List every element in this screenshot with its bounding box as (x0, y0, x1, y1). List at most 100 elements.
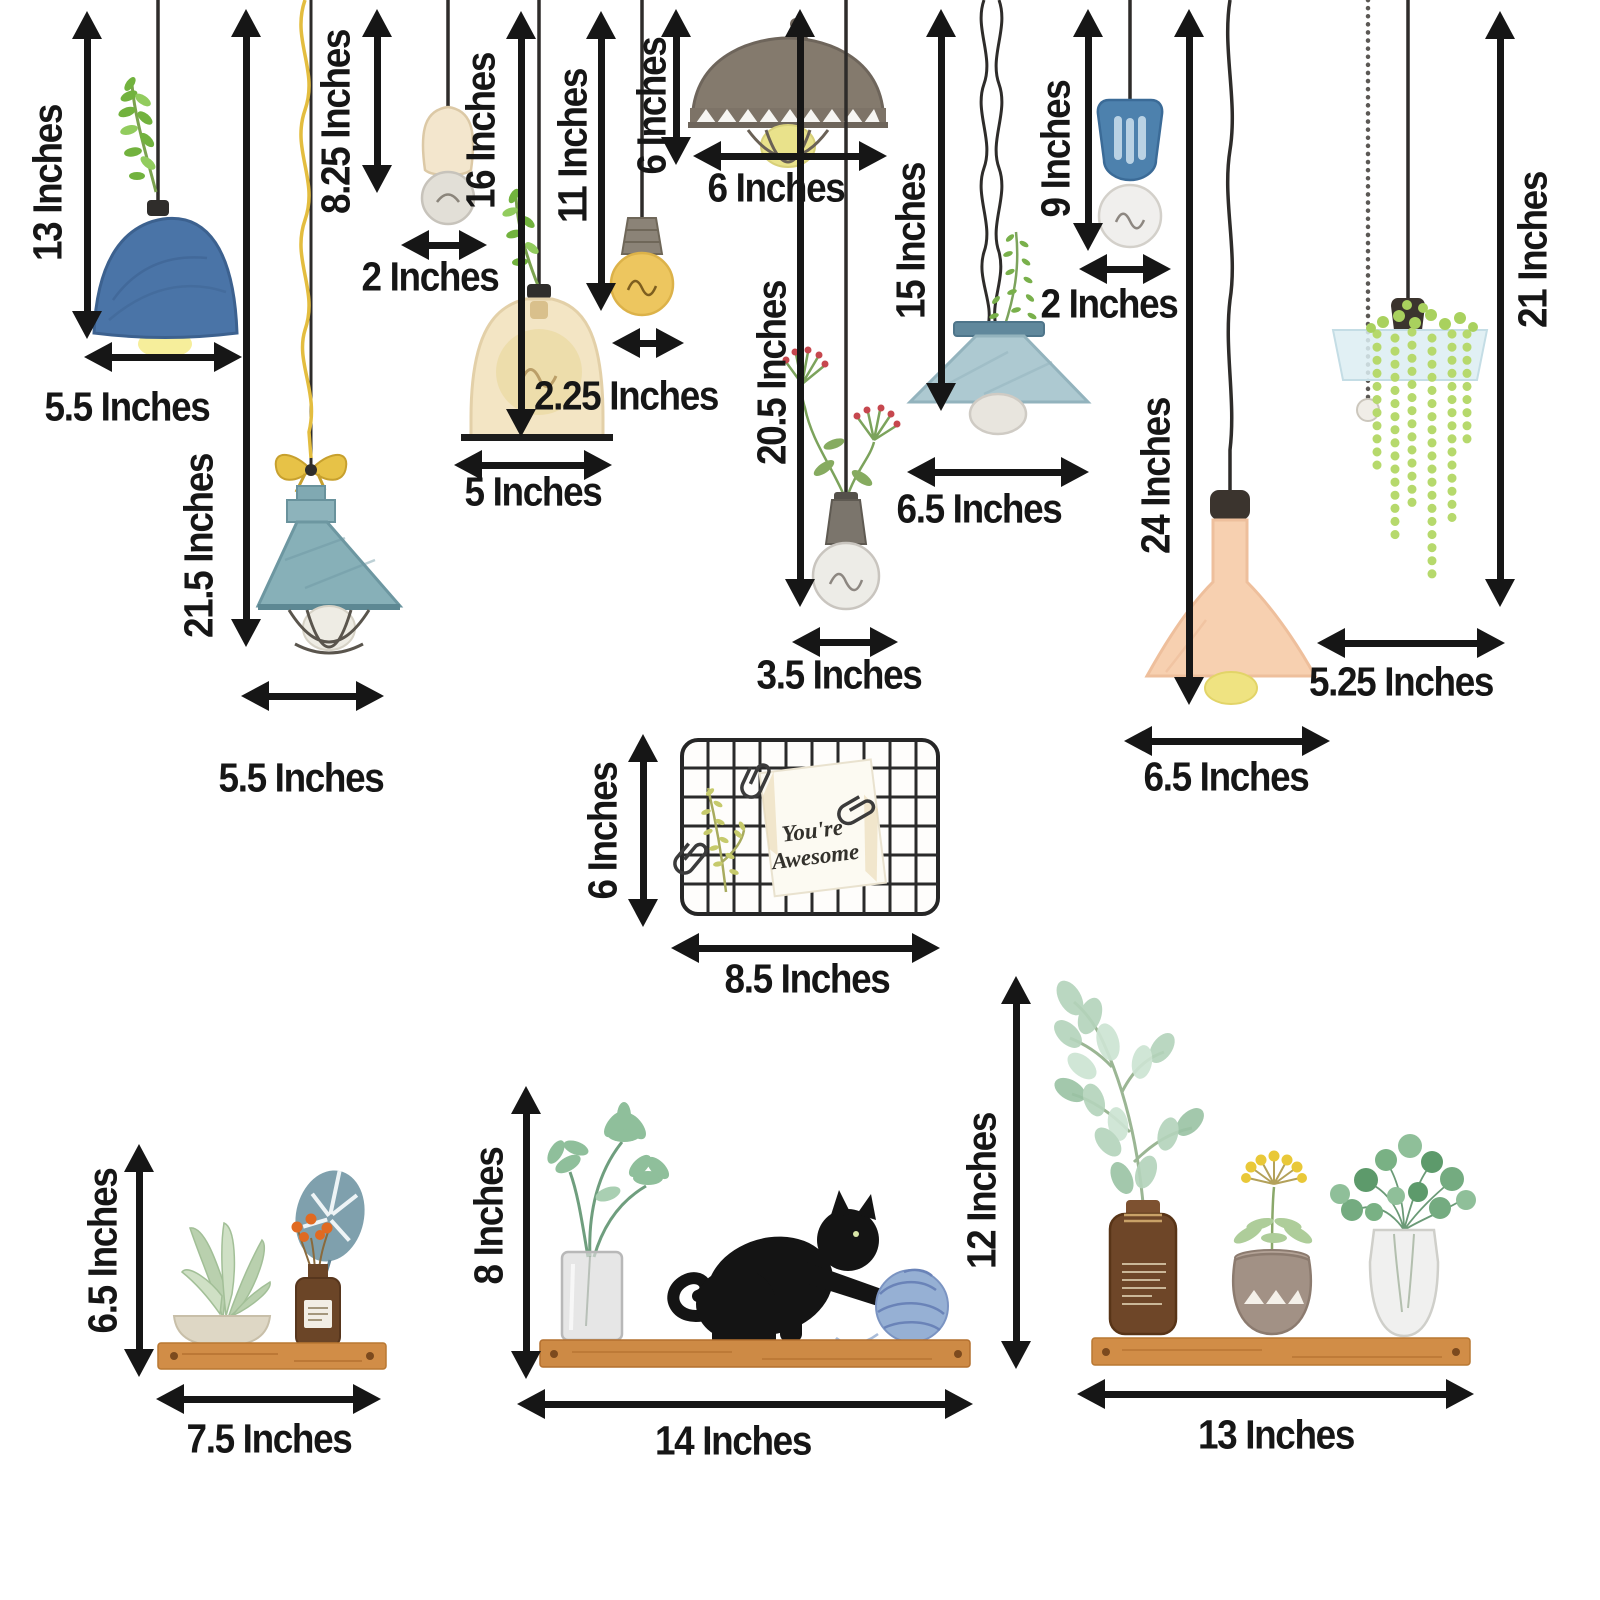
mini-bulb-width-arrow (401, 230, 487, 260)
bell-length-label: 16 Inches (457, 52, 504, 210)
cap (953, 321, 1045, 337)
paperclip (673, 842, 708, 875)
plant-shelf-width-label: 13 Inches (1197, 1411, 1355, 1458)
yellow-bulb-length-label: 11 Inches (549, 68, 596, 224)
socket (824, 499, 868, 545)
blue-socket-length-label: 9 Inches (1032, 80, 1079, 218)
glass-shade-length-arrow (1485, 11, 1515, 607)
gray-dome-height-arrow (661, 9, 691, 165)
leaves (813, 438, 873, 487)
pearl-strands (1372, 327, 1472, 585)
paperclip (837, 795, 876, 826)
bell-width-arrow (454, 450, 612, 480)
base-line (461, 434, 613, 441)
blue-cone-length-label: 15 Inches (887, 162, 934, 320)
succulent-shelf-height-arrow (124, 1144, 154, 1377)
monstera-leaf (295, 1170, 365, 1262)
socket (147, 200, 169, 216)
teal-lantern-width-label: 5.5 Inches (218, 754, 385, 801)
plant-shelf-width-arrow (1077, 1379, 1474, 1409)
board-width-label: 8.5 Inches (724, 955, 891, 1002)
plant-shelf-height-label: 12 Inches (958, 1112, 1005, 1270)
mini-shade-bulb-pendant (420, 0, 476, 226)
peach-funnel-width-label: 6.5 Inches (1143, 753, 1310, 800)
flower-bulb-pendant (782, 0, 901, 611)
peach-funnel-length-label: 24 Inches (1132, 397, 1179, 555)
succulent-shelf-width-arrow (156, 1384, 381, 1414)
sprig (118, 77, 158, 193)
bulb (420, 170, 476, 226)
gray-dome-width-label: 6 Inches (707, 164, 846, 211)
board-width-arrow (671, 933, 940, 963)
glass-shade-plant-pendant (1331, 0, 1489, 585)
blue-dome-height-label: 13 Inches (24, 104, 71, 262)
glass-shade-length-label: 21 Inches (1509, 171, 1556, 329)
yellow-bulb-pendant (609, 0, 675, 317)
blue-socket-length-arrow (1073, 9, 1103, 251)
peach-funnel-pendant (1144, 0, 1318, 705)
cat-shelf-height-label: 8 Inches (465, 1147, 512, 1285)
zigzag (696, 109, 880, 123)
socket (620, 217, 664, 255)
flower-bulb-length-label: 20.5 Inches (748, 280, 795, 466)
cat-shelf (539, 1102, 971, 1368)
cap-large (286, 499, 336, 523)
bulb (609, 251, 675, 317)
glass-shade-width-label: 5.25 Inches (1308, 658, 1494, 705)
blue-cone-width-label: 6.5 Inches (896, 485, 1063, 532)
aloe-plant (180, 1221, 271, 1321)
socket (527, 284, 551, 299)
blue-cone-width-arrow (907, 457, 1089, 487)
round-leaves (1330, 1134, 1476, 1221)
cage (287, 609, 371, 655)
gray-dome-height-label: 6 Inches (628, 37, 675, 175)
pearl-top-cluster (1366, 300, 1478, 333)
black-cat (667, 1190, 897, 1342)
plant-shelf (1054, 980, 1476, 1366)
paperclip (740, 763, 771, 799)
flower-bulb-length-arrow (785, 9, 815, 607)
yellow-cord (299, 0, 314, 459)
teal-lantern-length-arrow (231, 9, 261, 647)
teal-lantern-pendant (255, 0, 404, 655)
shelf-board (1091, 1337, 1471, 1366)
teal-lantern-cord-arrow (362, 9, 392, 193)
teal-lantern-length-label: 21.5 Inches (175, 453, 222, 639)
cat-shelf-width-arrow (517, 1389, 973, 1419)
board-height-arrow (628, 734, 658, 927)
glass-shade-width-arrow (1317, 628, 1505, 658)
blue-dome-width-label: 5.5 Inches (44, 383, 211, 430)
flower-bulb-width-arrow (792, 627, 898, 657)
gray-dome-width-arrow (693, 141, 887, 171)
mini-bulb-width-label: 2 Inches (361, 253, 500, 300)
cap-small (296, 485, 326, 501)
bowl (172, 1315, 272, 1348)
plant-shelf-height-arrow (1001, 976, 1031, 1369)
board-height-label: 6 Inches (579, 762, 626, 900)
blue-socket-width-label: 2 Inches (1040, 280, 1179, 327)
cord (979, 0, 991, 327)
blue-socket-bulb-pendant (1096, 0, 1164, 249)
brown-jar (1108, 1200, 1178, 1336)
potted-plant (547, 1102, 670, 1258)
bulb (811, 541, 881, 611)
glass-vase-plant (1330, 1134, 1476, 1338)
note-paper (758, 758, 888, 898)
yellow-bulb-length-arrow (586, 11, 616, 311)
yellow-bulb-width-arrow (612, 328, 684, 358)
teal-lantern-cord-label: 8.25 Inches (312, 29, 359, 215)
flower-pot (1231, 1150, 1313, 1336)
teal-lantern-width-arrow (241, 681, 384, 711)
cat-shelf-width-label: 14 Inches (654, 1417, 812, 1464)
succulent-shelf-height-label: 6.5 Inches (79, 1168, 126, 1334)
dome (691, 36, 885, 112)
bulb (1097, 183, 1163, 249)
blue-socket-width-arrow (1079, 254, 1171, 284)
shade (92, 216, 239, 339)
socket (1210, 490, 1250, 520)
peach-funnel-length-arrow (1174, 9, 1204, 705)
blue-dome-width-arrow (84, 342, 242, 372)
cat-shelf-height-arrow (511, 1086, 541, 1379)
yellow-bulb-width-label: 2.25 Inches (533, 372, 719, 419)
